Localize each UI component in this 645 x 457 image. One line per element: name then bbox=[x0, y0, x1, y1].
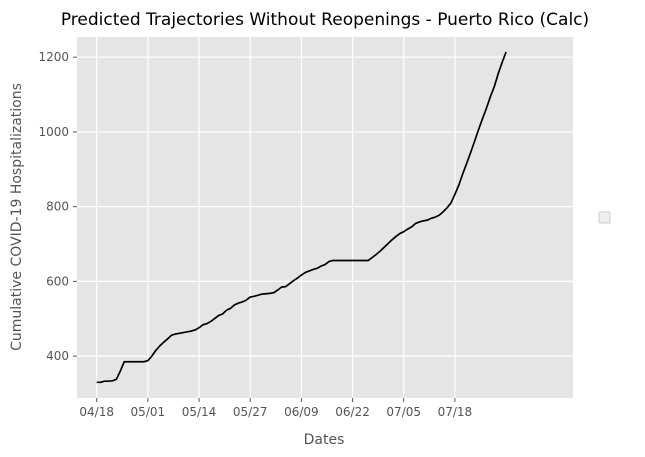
grid bbox=[77, 37, 573, 398]
x-tick-label: 05/01 bbox=[131, 405, 166, 419]
y-tick-label: 800 bbox=[46, 200, 69, 214]
plot-background bbox=[77, 37, 573, 398]
x-tick-label: 07/18 bbox=[438, 405, 473, 419]
ticks: 04/18 05/01 05/14 05/27 06/09 06/22 07/05 07/18… bbox=[38, 50, 472, 419]
y-tick-label: 1200 bbox=[38, 50, 69, 64]
x-tick-label: 05/27 bbox=[233, 405, 268, 419]
legend-box bbox=[598, 211, 611, 224]
chart-title: Predicted Trajectories Without Reopening… bbox=[61, 10, 589, 30]
y-tick-label: 1000 bbox=[38, 125, 69, 139]
x-tick-label: 05/14 bbox=[182, 405, 217, 419]
y-tick-label: 400 bbox=[46, 349, 69, 363]
x-tick-label: 07/05 bbox=[386, 405, 421, 419]
y-tick-label: 600 bbox=[46, 274, 69, 288]
x-tick-label: 06/22 bbox=[335, 405, 370, 419]
y-axis-label: Cumulative COVID-19 Hospitalizations bbox=[9, 83, 25, 351]
x-axis-label: Dates bbox=[304, 432, 345, 448]
x-tick-label: 06/09 bbox=[284, 405, 319, 419]
x-tick-label: 04/18 bbox=[79, 405, 114, 419]
series-line bbox=[96, 51, 507, 384]
